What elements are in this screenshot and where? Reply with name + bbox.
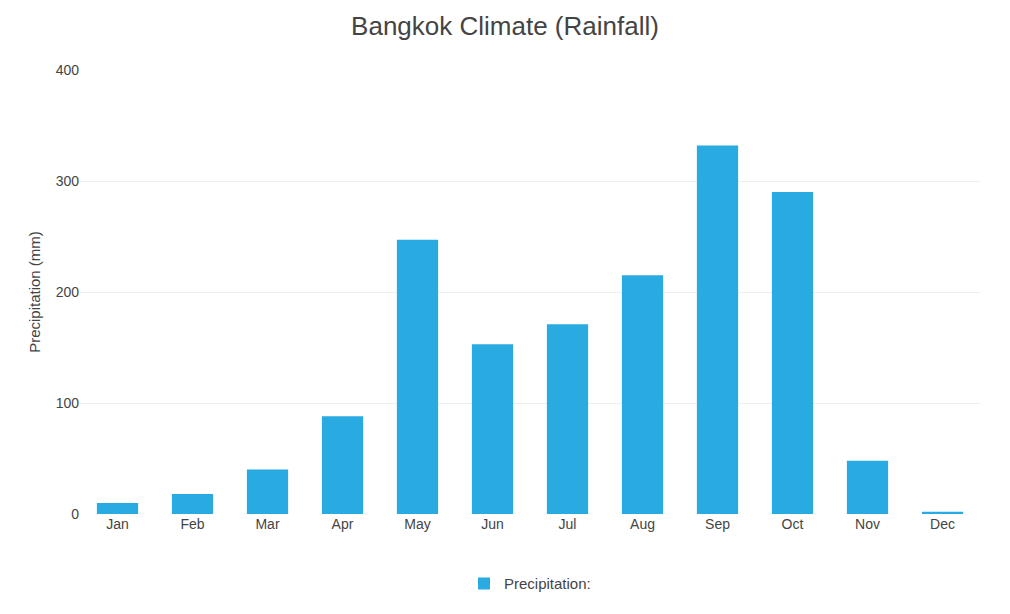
svg-text:May: May <box>404 516 430 532</box>
svg-text:Jan: Jan <box>106 516 129 532</box>
svg-text:Sep: Sep <box>705 516 730 532</box>
svg-text:Jun: Jun <box>481 516 504 532</box>
svg-text:Aug: Aug <box>630 516 655 532</box>
svg-text:Dec: Dec <box>930 516 955 532</box>
svg-text:300: 300 <box>56 173 80 189</box>
svg-text:Mar: Mar <box>255 516 279 532</box>
svg-text:Nov: Nov <box>855 516 880 532</box>
svg-text:Oct: Oct <box>782 516 804 532</box>
svg-text:Precipitation (mm): Precipitation (mm) <box>26 231 43 353</box>
svg-text:400: 400 <box>56 62 80 78</box>
svg-text:200: 200 <box>56 284 80 300</box>
svg-text:Jul: Jul <box>559 516 577 532</box>
svg-text:Apr: Apr <box>332 516 354 532</box>
svg-text:Precipitation:: Precipitation: <box>504 575 591 592</box>
svg-text:0: 0 <box>71 506 79 522</box>
svg-text:Bangkok Climate (Rainfall): Bangkok Climate (Rainfall) <box>351 11 659 41</box>
svg-text:Feb: Feb <box>180 516 204 532</box>
svg-text:100: 100 <box>56 395 80 411</box>
